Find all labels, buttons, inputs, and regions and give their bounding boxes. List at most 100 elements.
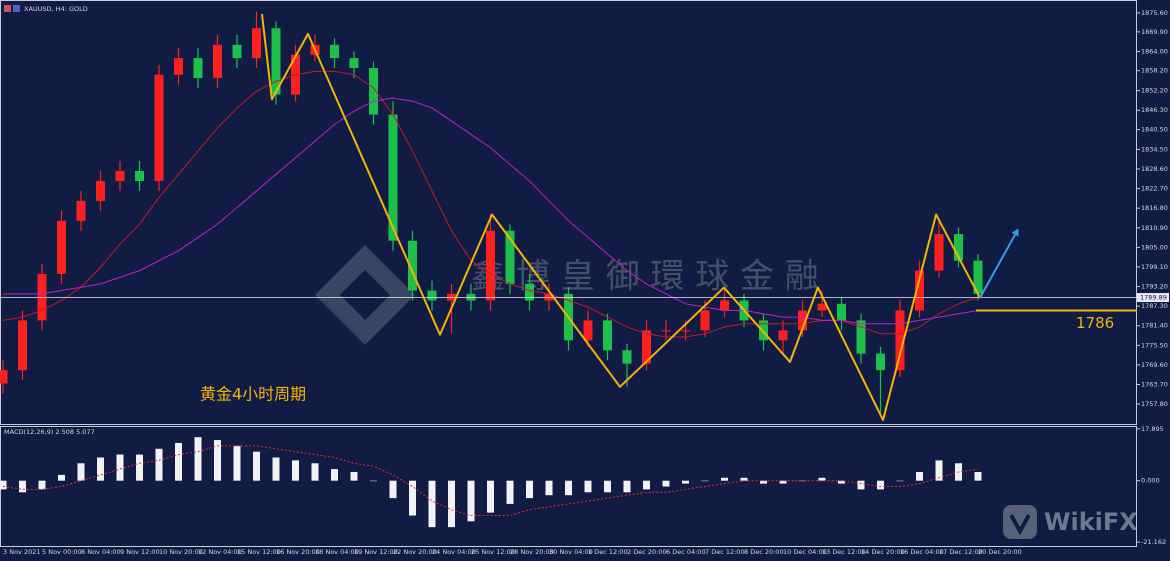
candle-body (0, 370, 8, 384)
candle-body (174, 58, 183, 75)
macd-bar (58, 474, 65, 481)
macd-bar (506, 480, 514, 504)
x-tick-label: 13 Dec 12:00 (822, 548, 866, 556)
macd-bar (916, 471, 923, 481)
y-tick-label: 1822.70 (1141, 185, 1168, 193)
candle-body (622, 350, 632, 364)
x-tick-label: 28 Nov 20:00 (510, 548, 554, 556)
x-tick-label: 17 Dec 12:00 (939, 548, 983, 556)
macd-bar (175, 442, 182, 481)
candle-body (681, 330, 690, 332)
macd-bar (721, 477, 728, 481)
macd-bar (526, 480, 533, 499)
candle-body (642, 330, 651, 364)
candle-body (798, 310, 807, 331)
macd-bar (194, 437, 202, 481)
macd-bar (292, 460, 299, 481)
candle-body (349, 58, 359, 69)
candle-body (876, 353, 885, 371)
macd-bar (272, 457, 280, 481)
candle-body (271, 28, 281, 95)
macd-bar (0, 480, 7, 490)
wikifx-logo (1003, 505, 1037, 539)
macd-bar (779, 480, 787, 484)
candle-body (973, 260, 983, 294)
macd-bar (331, 469, 338, 481)
macd-bar (701, 480, 709, 482)
macd-bar (214, 440, 221, 481)
moving-average (3, 97, 979, 325)
macd-bar (545, 480, 553, 496)
candle-body (369, 68, 378, 115)
y-tick-label: 1852.20 (1141, 87, 1168, 95)
macd-bar (19, 480, 26, 493)
x-tick-label: 12 Nov 04:00 (198, 548, 242, 556)
macd-bar (584, 480, 592, 493)
macd-bar (935, 460, 943, 481)
macd-bar (662, 480, 670, 487)
x-tick-label: 6 Dec 04:00 (666, 548, 706, 556)
zigzag-line (260, 13, 981, 422)
y-tick-label: 1769.60 (1141, 361, 1168, 369)
y-tick-label: 1781.40 (1141, 322, 1168, 330)
annotation-note: 黄金4小时周期 (200, 385, 306, 404)
y-tick-label: 1810.90 (1141, 224, 1168, 232)
candle-body (388, 114, 398, 241)
macd-bar (97, 457, 104, 481)
candle-body (193, 58, 203, 79)
y-tick-label: 1846.30 (1141, 106, 1168, 114)
y-tick-label: 17.895 (1141, 425, 1164, 433)
macd-bar (487, 480, 494, 513)
macd-bar (350, 471, 358, 481)
candle-body (76, 200, 86, 221)
macd-bar (311, 463, 319, 481)
y-tick-label: 1799.10 (1141, 263, 1168, 271)
y-tick-label: 1840.50 (1141, 125, 1168, 133)
candle-body (934, 234, 944, 271)
forecast-arrow (979, 228, 1019, 299)
candle-body (759, 320, 768, 341)
macd-bar (838, 480, 845, 484)
candle-body (954, 234, 963, 261)
candle-body (486, 230, 495, 301)
moving-average (2, 70, 979, 338)
x-tick-label: 15 Nov 12:00 (237, 548, 281, 556)
macd-bar (136, 454, 143, 481)
watermark-logo (315, 245, 415, 345)
macd-bar (643, 480, 650, 490)
y-tick-label: 0.000 (1141, 477, 1160, 485)
macd-bar (77, 463, 85, 481)
x-tick-label: 8 Dec 20:00 (744, 548, 784, 556)
candle-body (115, 170, 125, 181)
level-label: 1786 (1076, 314, 1114, 332)
macd-bar (760, 480, 767, 484)
y-tick-label: 1864.00 (1141, 47, 1168, 55)
candle-body (232, 44, 242, 59)
candle-body (720, 300, 729, 311)
macd-bar (409, 480, 416, 516)
x-tick-label: 10 Nov 20:00 (159, 548, 203, 556)
x-tick-label: 22 Nov 20:00 (393, 548, 437, 556)
last-price-label: 1789.89 (1140, 294, 1167, 302)
macd-bar (740, 477, 748, 481)
macd-bar (818, 477, 826, 481)
symbol-icon (13, 5, 20, 12)
y-tick-label: 1763.70 (1141, 380, 1168, 388)
macd-bar (370, 480, 377, 482)
macd-bar (467, 480, 475, 522)
watermark-text: 鑫 博 皇 御 環 球 金 融 (471, 257, 819, 297)
candle-body (700, 310, 710, 331)
candle-body (895, 310, 905, 371)
x-tick-label: 19 Nov 12:00 (354, 548, 398, 556)
y-tick-label: 1869.90 (1141, 28, 1168, 36)
macd-bar (623, 480, 631, 493)
candle-body (57, 220, 66, 274)
candle-body (408, 240, 417, 291)
x-tick-label: 1 Dec 12:00 (588, 548, 628, 556)
y-tick-label: 1757.80 (1141, 400, 1168, 408)
symbol-icon (4, 5, 11, 12)
macd-bar (857, 480, 865, 490)
x-tick-label: 7 Dec 12:00 (705, 548, 745, 556)
